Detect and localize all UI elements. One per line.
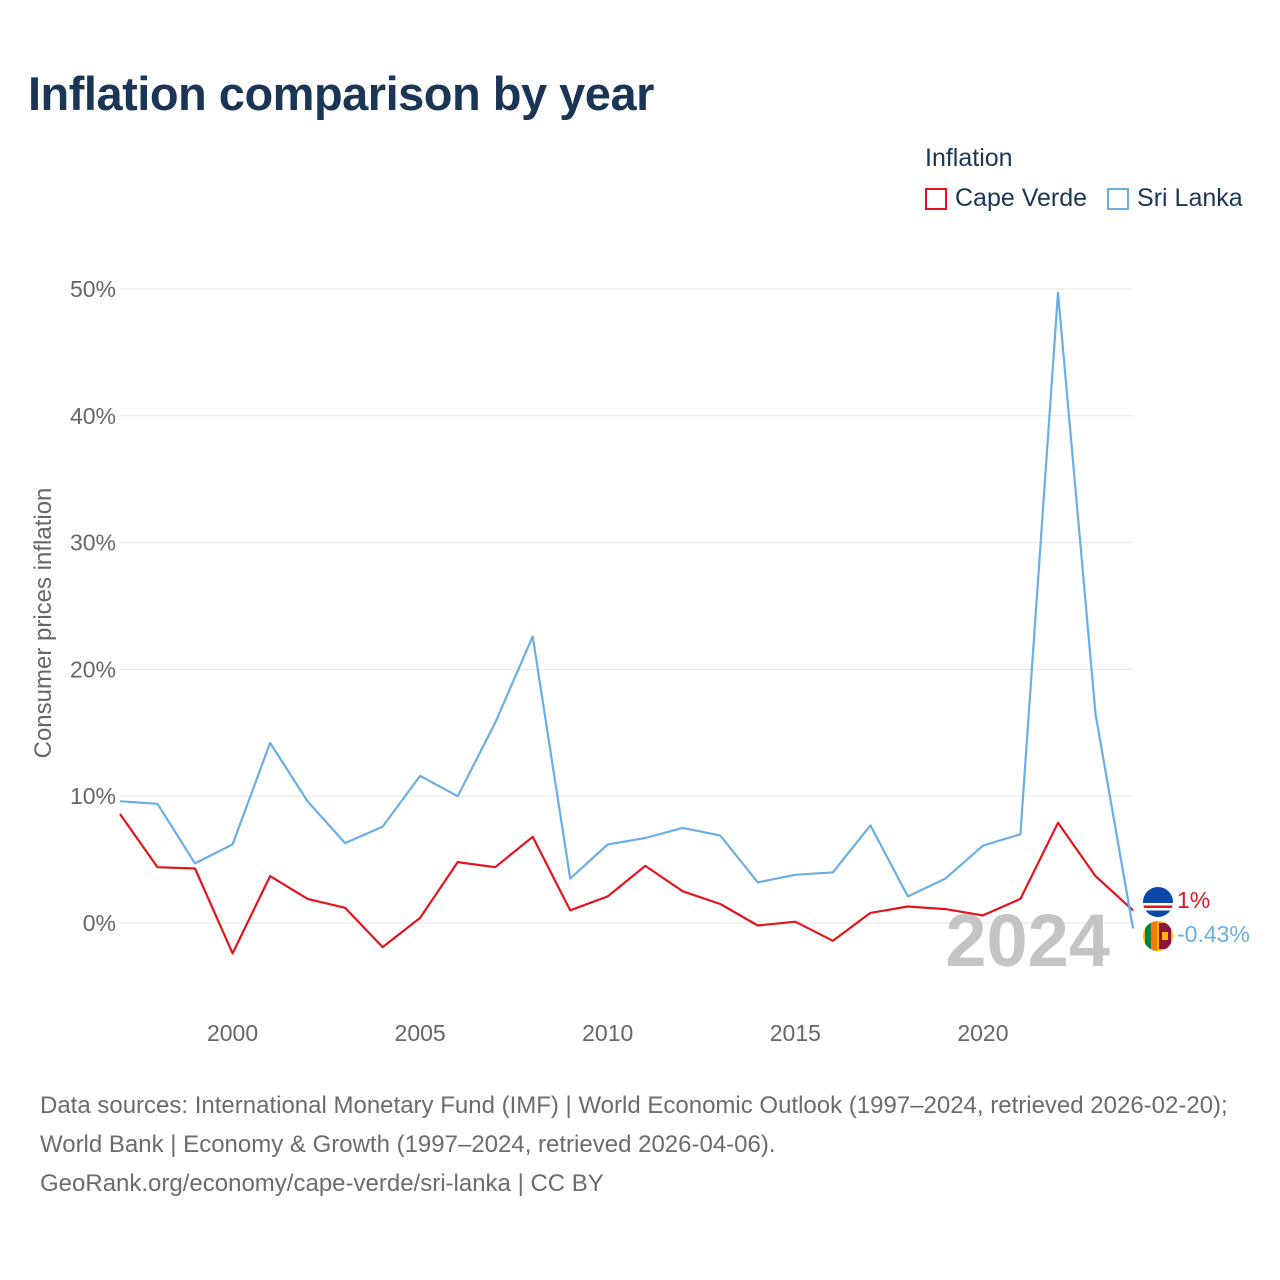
y-tick-label: 50% (70, 276, 116, 302)
x-tick-label: 2015 (770, 1020, 821, 1046)
y-tick-label: 30% (70, 530, 116, 556)
year-marker: 2024 (945, 899, 1110, 982)
legend-swatch-sri-lanka (1107, 187, 1130, 210)
y-axis-ticks: 0% 10% 20% 30% 40% 50% (70, 276, 116, 936)
legend-item-cape-verde[interactable]: Cape Verde (925, 184, 1087, 213)
y-tick-label: 0% (83, 910, 116, 936)
y-tick-label: 20% (70, 656, 116, 682)
sources-text: Data sources: International Monetary Fun… (40, 1092, 1228, 1158)
series-line-sri-lanka[interactable] (119, 291, 1135, 929)
x-tick-label: 2000 (207, 1020, 258, 1046)
x-tick-label: 2010 (582, 1020, 633, 1046)
legend-label-cape-verde: Cape Verde (955, 184, 1088, 212)
x-axis-ticks: 2000 2005 2010 2015 2020 (207, 1020, 1009, 1046)
data-sources: Data sources: International Monetary Fun… (40, 1086, 1250, 1203)
end-label-sri-lanka: -0.43% (1177, 921, 1250, 947)
cape-verde-flag-icon (1143, 887, 1173, 917)
gridlines (120, 288, 1133, 924)
legend: Cape Verde Sri Lanka (925, 184, 1243, 213)
legend-title: Inflation (925, 144, 1013, 172)
series-lines (119, 291, 1135, 955)
x-tick-label: 2020 (957, 1020, 1008, 1046)
end-label-cape-verde: 1% (1177, 887, 1210, 913)
end-markers (1143, 887, 1173, 951)
sri-lanka-flag-icon (1143, 921, 1173, 951)
chart-title: Inflation comparison by year (28, 67, 654, 120)
sources-link[interactable]: GeoRank.org/economy/cape-verde/sri-lanka… (40, 1170, 604, 1197)
legend-label-sri-lanka: Sri Lanka (1137, 184, 1243, 212)
x-tick-label: 2005 (395, 1020, 446, 1046)
legend-swatch-cape-verde (925, 187, 947, 210)
legend-item-sri-lanka[interactable]: Sri Lanka (1107, 184, 1243, 213)
series-line-cape-verde[interactable] (119, 813, 1134, 955)
y-tick-label: 40% (70, 403, 116, 429)
y-tick-label: 10% (70, 783, 116, 809)
y-axis-label: Consumer prices inflation (30, 488, 57, 759)
